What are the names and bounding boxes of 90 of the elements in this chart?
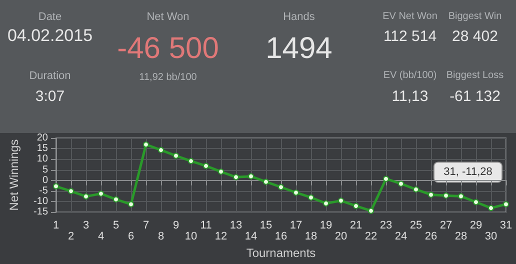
point: [248, 173, 254, 180]
text: 1494: [266, 32, 332, 66]
point: [53, 183, 59, 190]
point: [113, 196, 119, 202]
x-tick-label: 5: [112, 220, 120, 232]
point: [413, 186, 419, 192]
x-tick-label: 18: [304, 230, 318, 243]
annotation: 31, -11,28: [444, 166, 492, 178]
point: [158, 147, 164, 154]
x-tick-label: 13: [230, 220, 242, 232]
point: [128, 201, 134, 208]
point: [458, 193, 464, 200]
x-tick-label: 2: [68, 230, 74, 243]
y-tick-label: 20: [36, 132, 48, 144]
text: 3:07: [35, 88, 65, 105]
point: [68, 188, 74, 194]
point: [383, 176, 389, 182]
x-tick-label: 28: [454, 230, 468, 243]
text: EV Net Won: [382, 11, 438, 22]
text: Net Won: [146, 11, 190, 23]
y-tick-label: 5: [42, 164, 48, 176]
y-tick-label: -15: [34, 206, 48, 218]
text: 28 402: [452, 28, 498, 45]
x-tick-label: 4: [98, 230, 104, 243]
point: [503, 201, 509, 208]
point: [188, 158, 194, 164]
point: [218, 168, 224, 175]
x-tick-label: 7: [142, 220, 150, 232]
text: Date: [38, 11, 62, 23]
text: -61 132: [450, 88, 500, 105]
x-tick-label: 16: [274, 230, 288, 243]
x-tick-label: 21: [350, 220, 362, 232]
x-tick-label: 17: [290, 220, 302, 232]
point: [353, 202, 359, 209]
text: 04.02.2015: [7, 26, 93, 46]
x-tick-label: 14: [244, 230, 258, 243]
point: [203, 162, 209, 169]
y-tick-label: 10: [36, 154, 48, 165]
point: [263, 178, 269, 185]
point: [98, 190, 104, 197]
x-tick-label: 15: [260, 220, 272, 232]
x-tick-label: 19: [320, 220, 332, 232]
point: [233, 174, 239, 180]
point: [473, 199, 479, 206]
x-axis-title: Tournaments: [246, 246, 316, 260]
x-tick-label: 29: [470, 220, 482, 232]
y-axis-title: Net Winnings: [7, 139, 21, 211]
text: Hands: [283, 11, 315, 23]
x-tick-label: 23: [380, 220, 392, 232]
x-tick-label: 11: [200, 220, 212, 232]
point: [338, 198, 344, 204]
x-tick-label: 27: [440, 220, 452, 232]
point: [368, 208, 374, 214]
x-tick-label: 10: [184, 230, 198, 243]
x-tick-label: 8: [158, 230, 164, 243]
y-tick-label: -10: [34, 196, 48, 208]
point: [488, 205, 494, 212]
point: [83, 193, 89, 200]
x-tick-label: 31: [500, 220, 512, 232]
x-tick-label: 24: [394, 230, 408, 243]
point: [173, 152, 179, 159]
text: 11,13: [392, 88, 428, 105]
y-tick-label: 15: [36, 143, 48, 154]
point: [293, 190, 299, 196]
text: 112 514: [383, 28, 437, 45]
text: -46 500: [117, 32, 219, 66]
text: Biggest Win: [448, 11, 502, 22]
x-tick-label: 30: [484, 230, 498, 243]
y-tick-label: 0: [42, 174, 48, 186]
x-tick-label: 6: [128, 230, 134, 243]
point: [143, 142, 149, 148]
x-tick-label: 1: [52, 220, 60, 232]
x-tick-label: 9: [172, 220, 180, 232]
x-tick-label: 3: [82, 220, 90, 232]
point: [443, 192, 449, 199]
point: [278, 184, 284, 190]
text: EV (bb/100): [383, 70, 437, 81]
text: 11,92 bb/100: [139, 72, 197, 83]
point: [428, 192, 434, 198]
point: [308, 194, 314, 200]
x-tick-label: 20: [334, 230, 348, 243]
text: Biggest Loss: [446, 70, 504, 81]
y-tick-label: -5: [39, 185, 48, 196]
point: [323, 200, 329, 206]
x-tick-label: 12: [214, 230, 228, 243]
text: Duration: [29, 70, 71, 82]
x-tick-label: 25: [410, 220, 422, 232]
point: [398, 180, 404, 187]
x-tick-label: 22: [364, 230, 378, 243]
x-tick-label: 26: [424, 230, 438, 243]
